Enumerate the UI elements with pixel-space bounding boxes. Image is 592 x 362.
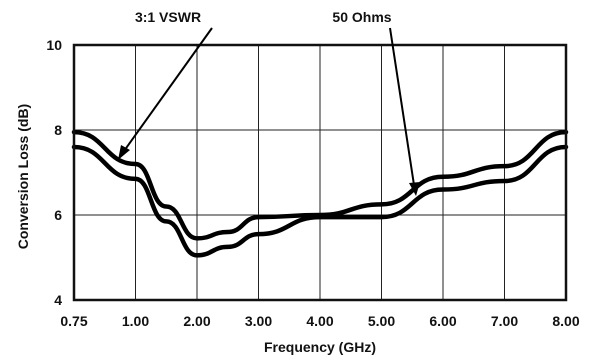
y-tick-labels: 4 6 8 10 <box>46 37 62 308</box>
annotation-vswr-arrow <box>123 27 213 152</box>
y-tick-label: 10 <box>46 37 62 53</box>
annotations: 3:1 VSWR 50 Ohms <box>118 9 420 196</box>
arrowhead-icon <box>409 182 420 196</box>
series-lines <box>71 129 569 258</box>
annotation-50-ohms-arrow <box>389 27 415 186</box>
x-tick-label: 0.75 <box>60 313 87 329</box>
series-line-50-ohms <box>71 144 569 258</box>
x-tick-label: 6.00 <box>429 313 456 329</box>
x-tick-label: 3.00 <box>245 313 272 329</box>
plot-frame <box>72 43 568 302</box>
y-tick-label: 4 <box>54 292 62 308</box>
x-tick-labels: 0.75 1.00 2.00 3.00 4.00 5.00 6.00 7.00 8.00 <box>60 313 579 329</box>
y-tick-label: 8 <box>54 122 62 138</box>
x-tick-label: 5.00 <box>368 313 395 329</box>
annotation-50-ohms-label: 50 Ohms <box>332 9 391 25</box>
x-tick-label: 8.00 <box>552 313 579 329</box>
arrowhead-icon <box>118 145 130 160</box>
x-tick-label: 4.00 <box>306 313 333 329</box>
x-tick-label: 1.00 <box>122 313 149 329</box>
y-axis-title: Conversion Loss (dB) <box>15 104 31 249</box>
x-tick-label: 7.00 <box>491 313 518 329</box>
x-tick-label: 2.00 <box>183 313 210 329</box>
annotation-vswr-label: 3:1 VSWR <box>135 9 201 25</box>
x-axis-title: Frequency (GHz) <box>264 339 376 355</box>
y-tick-label: 6 <box>54 207 62 223</box>
series-line-vswr <box>71 129 569 241</box>
